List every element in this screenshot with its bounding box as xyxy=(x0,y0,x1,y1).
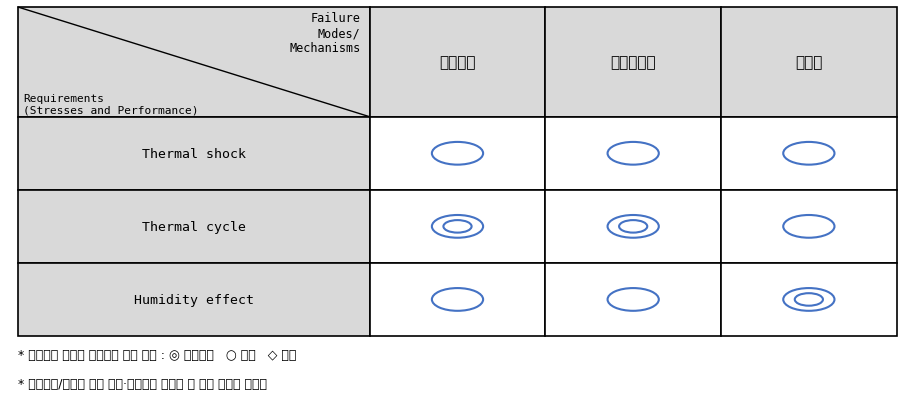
Text: Requirements
(Stresses and Performance): Requirements (Stresses and Performance) xyxy=(23,94,199,115)
Bar xyxy=(721,263,897,336)
Bar xyxy=(370,117,545,190)
Bar xyxy=(545,117,721,190)
Bar xyxy=(370,190,545,263)
Bar xyxy=(18,190,370,263)
Text: * 신뢰성에 관련된 중요도에 따라 표시 : ◎ 가장중요   ○ 중요   ◇ 보통: * 신뢰성에 관련된 중요도에 따라 표시 : ◎ 가장중요 ○ 중요 ◇ 보통 xyxy=(18,348,296,361)
Text: 방화성: 방화성 xyxy=(795,55,823,70)
Bar xyxy=(18,263,370,336)
Text: Thermal cycle: Thermal cycle xyxy=(142,220,246,233)
Bar xyxy=(545,263,721,336)
Bar xyxy=(545,8,721,117)
Bar xyxy=(721,117,897,190)
Text: Thermal shock: Thermal shock xyxy=(142,147,246,160)
Text: Failure
Modes/
Mechanisms: Failure Modes/ Mechanisms xyxy=(289,12,361,55)
Text: 부착강도: 부착강도 xyxy=(439,55,476,70)
Bar xyxy=(545,190,721,263)
Bar xyxy=(370,263,545,336)
Text: 가스유해성: 가스유해성 xyxy=(610,55,656,70)
Bar xyxy=(370,8,545,117)
Bar xyxy=(18,117,370,190)
Bar xyxy=(18,8,370,117)
Text: * 고장모드/기구는 해당 부품·소재에서 발생할 수 있는 특징을 나타냄: * 고장모드/기구는 해당 부품·소재에서 발생할 수 있는 특징을 나타냄 xyxy=(18,377,267,390)
Bar xyxy=(721,8,897,117)
Bar xyxy=(721,190,897,263)
Text: Humidity effect: Humidity effect xyxy=(134,293,254,306)
